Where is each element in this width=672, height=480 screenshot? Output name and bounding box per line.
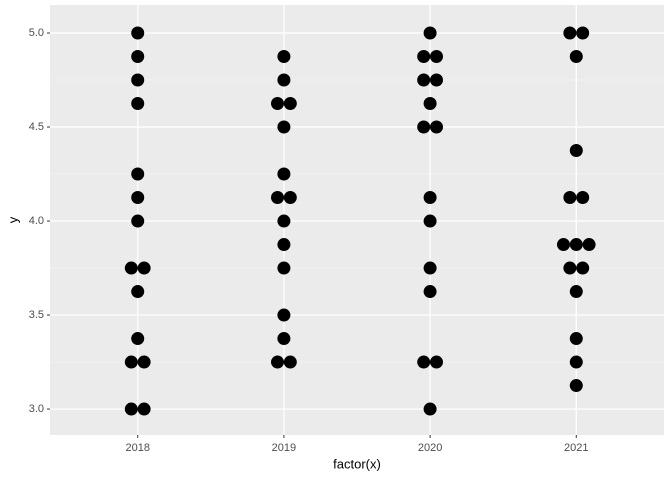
dot bbox=[417, 73, 431, 87]
dot bbox=[429, 50, 443, 64]
dot bbox=[423, 26, 437, 40]
dot bbox=[131, 97, 145, 111]
dot bbox=[277, 50, 291, 64]
dot bbox=[423, 214, 437, 228]
dot bbox=[429, 73, 443, 87]
dot bbox=[417, 120, 431, 134]
dot bbox=[137, 261, 151, 275]
dot bbox=[131, 191, 145, 205]
dot bbox=[131, 26, 145, 40]
dot bbox=[277, 332, 291, 346]
dot bbox=[429, 355, 443, 369]
dot bbox=[423, 191, 437, 205]
dot bbox=[423, 261, 437, 275]
dot bbox=[277, 73, 291, 87]
y-axis-title: y bbox=[5, 216, 20, 223]
y-tick-label: 4.5 bbox=[29, 121, 44, 133]
dot bbox=[277, 214, 291, 228]
dot bbox=[423, 285, 437, 299]
dot bbox=[417, 50, 431, 64]
x-tick-label: 2020 bbox=[418, 442, 442, 454]
dot bbox=[563, 191, 577, 205]
dot bbox=[124, 261, 138, 275]
dot bbox=[124, 402, 138, 416]
dot bbox=[277, 120, 291, 134]
y-tick-label: 4.0 bbox=[29, 215, 44, 227]
dot bbox=[131, 73, 145, 87]
dot bbox=[423, 97, 437, 111]
dot bbox=[131, 332, 145, 346]
dot bbox=[131, 167, 145, 181]
dot bbox=[277, 261, 291, 275]
x-tick-label: 2019 bbox=[272, 442, 296, 454]
marks bbox=[124, 26, 596, 416]
dot bbox=[271, 97, 285, 111]
x-axis-title: factor(x) bbox=[333, 456, 381, 471]
dot bbox=[423, 402, 437, 416]
dot bbox=[576, 191, 590, 205]
dot bbox=[569, 285, 583, 299]
dot bbox=[137, 355, 151, 369]
dot bbox=[569, 332, 583, 346]
dot bbox=[429, 120, 443, 134]
dot bbox=[277, 308, 291, 322]
dot bbox=[277, 238, 291, 252]
dot bbox=[576, 26, 590, 40]
dot bbox=[283, 97, 297, 111]
x-tick-label: 2018 bbox=[125, 442, 149, 454]
dot bbox=[582, 238, 596, 252]
dot bbox=[569, 238, 583, 252]
dot bbox=[569, 50, 583, 64]
panel bbox=[50, 5, 664, 435]
dot bbox=[563, 26, 577, 40]
dot bbox=[569, 355, 583, 369]
dot bbox=[271, 355, 285, 369]
dot bbox=[556, 238, 570, 252]
dot bbox=[283, 191, 297, 205]
dot bbox=[131, 214, 145, 228]
y-tick-label: 3.5 bbox=[29, 309, 44, 321]
dot bbox=[131, 50, 145, 64]
dot bbox=[131, 285, 145, 299]
dot bbox=[576, 261, 590, 275]
dot bbox=[569, 379, 583, 393]
y-tick-label: 5.0 bbox=[29, 27, 44, 39]
x-tick-label: 2021 bbox=[564, 442, 588, 454]
dot bbox=[417, 355, 431, 369]
dot bbox=[277, 167, 291, 181]
y-tick-label: 3.0 bbox=[29, 403, 44, 415]
dot bbox=[569, 144, 583, 158]
dot bbox=[271, 191, 285, 205]
dot bbox=[137, 402, 151, 416]
dot bbox=[563, 261, 577, 275]
dot bbox=[283, 355, 297, 369]
dot bbox=[124, 355, 138, 369]
